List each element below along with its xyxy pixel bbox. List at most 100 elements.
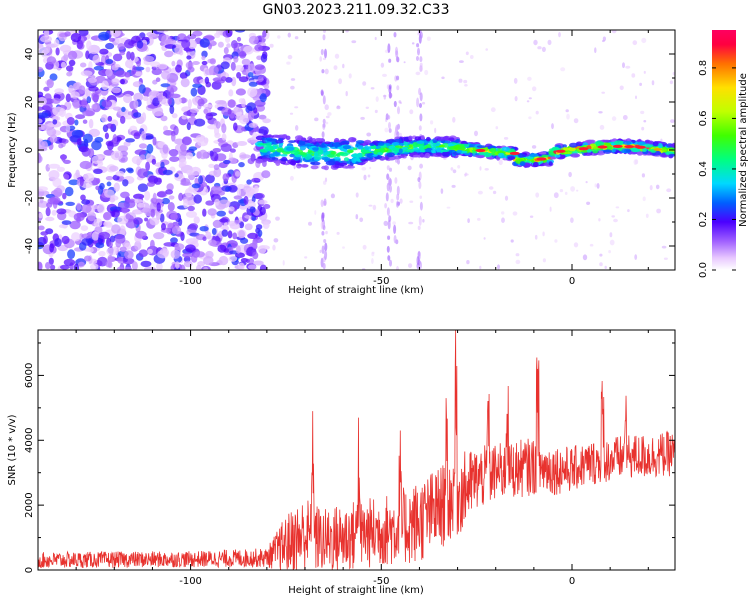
spectrogram-cell — [514, 96, 518, 102]
spectrogram-cell — [457, 146, 466, 150]
spectrogram-cell — [186, 169, 193, 176]
spectrogram-cell — [93, 168, 103, 174]
spectrogram-cell — [223, 159, 231, 165]
spectrogram-cell — [185, 210, 198, 218]
spectrogram-cell — [45, 207, 51, 217]
spectrogram-cell — [146, 143, 154, 154]
spectrogram-peak — [624, 145, 635, 149]
spectrogram-cell — [319, 56, 323, 62]
spectrogram-cell — [642, 196, 646, 202]
spectrogram-cell — [408, 221, 414, 225]
spectrogram-cell — [88, 118, 94, 129]
spectrogram-cell — [38, 106, 45, 111]
spectrogram-cell — [289, 175, 294, 181]
spectrogram-cell — [170, 213, 178, 221]
spectrogram-cell — [49, 243, 54, 253]
spectrogram-cell — [78, 30, 89, 37]
spectrogram-cell — [155, 77, 161, 82]
spectrogram-cell — [248, 122, 258, 128]
spectrogram-cell — [225, 36, 231, 43]
spectrogram-cell — [179, 72, 188, 79]
spectrogram-cell — [152, 136, 157, 146]
spectrogram-cell — [425, 136, 431, 142]
spectrogram-cell — [585, 181, 588, 184]
spectrogram-cell — [236, 141, 248, 146]
spectrogram-cell — [50, 264, 56, 270]
spectrogram-cell — [108, 37, 115, 42]
spectrogram-cell — [98, 31, 110, 41]
spectrogram-cell — [323, 165, 329, 171]
spectrogram-cell — [243, 195, 249, 205]
spectrogram-peak — [555, 149, 566, 153]
spectrogram-cell — [377, 148, 385, 153]
spectrogram-cell — [338, 142, 349, 146]
spectrogram-cell — [357, 145, 364, 150]
spectrogram-cell — [163, 125, 168, 132]
spectrogram-cell — [221, 133, 227, 141]
spectrogram-cell — [501, 146, 511, 152]
spectrogram-cell — [138, 84, 146, 94]
spectrogram-cell — [192, 83, 203, 88]
spectrogram-cell — [93, 65, 105, 71]
spectrogram-cell — [333, 156, 341, 160]
spectrogram-cell — [554, 239, 558, 243]
spectrogram-cell — [399, 132, 403, 138]
spectrogram-cell — [81, 237, 93, 246]
spectrogram-cell — [408, 263, 413, 268]
spectrogram-cell — [320, 89, 324, 96]
spectrogram-cell — [198, 175, 204, 185]
spectrogram-cell — [248, 264, 257, 270]
spectrogram-cell — [205, 112, 214, 121]
spectrogram-cell — [287, 54, 293, 60]
spectrogram-cell — [152, 79, 158, 85]
spectrogram-cell — [76, 39, 84, 50]
spectrogram-cell — [334, 53, 340, 59]
spectrogram-cell — [51, 97, 61, 104]
spectrogram-cell — [465, 51, 469, 56]
spectrogram-cell — [488, 186, 494, 190]
spectrogram-cell — [269, 153, 276, 158]
spectrogram-cell — [328, 160, 336, 166]
spectrogram-cell — [63, 174, 70, 180]
spectrogram-cell — [136, 60, 142, 67]
spectrogram-cell — [388, 58, 392, 63]
spectrogram-cell — [87, 77, 97, 83]
spectrogram-cell — [420, 135, 425, 140]
spectrogram-cell — [353, 157, 361, 162]
spectrogram-cell — [209, 58, 216, 65]
spectrogram-cell — [238, 76, 249, 83]
spectrogram-cell — [419, 92, 423, 102]
spectrogram-cell — [202, 104, 213, 109]
spectrogram-cell — [117, 43, 126, 50]
spectrogram-cell — [220, 143, 232, 152]
spectrogram-cell — [372, 154, 378, 157]
spectrogram-cell — [137, 183, 148, 192]
spectrogram-cell — [252, 251, 259, 260]
spectrogram-cell — [120, 115, 126, 124]
spectrogram-cell — [111, 224, 121, 234]
spectrogram-cell — [227, 99, 236, 108]
spectrogram-cell — [104, 189, 115, 198]
spectrogram-cell — [559, 189, 564, 193]
spectrogram-cell — [49, 196, 61, 205]
spectrogram-cell — [112, 106, 122, 111]
spectrogram-cell — [205, 231, 212, 240]
spectrogram-cell — [537, 46, 542, 50]
spectrogram-cell — [229, 148, 236, 153]
spectrogram-cell — [388, 84, 392, 90]
spectrogram-cell — [264, 146, 271, 152]
spectrogram-cell — [345, 165, 356, 169]
spectrogram-cell — [131, 261, 138, 270]
spectrogram-cell — [386, 207, 390, 216]
spectrogram-cell — [371, 258, 374, 264]
spectrogram-cell — [70, 91, 80, 99]
spectrogram-cell — [145, 152, 153, 162]
spectrogram-cell — [282, 260, 285, 266]
spectrogram-cell — [133, 99, 139, 109]
spectrogram-cell — [167, 202, 175, 212]
spectrogram-cell — [322, 95, 326, 105]
spectrogram-cell — [257, 143, 268, 146]
spectrogram-cell — [86, 40, 92, 51]
spectrogram-cell — [321, 131, 325, 139]
spectrogram-cell — [88, 128, 101, 137]
